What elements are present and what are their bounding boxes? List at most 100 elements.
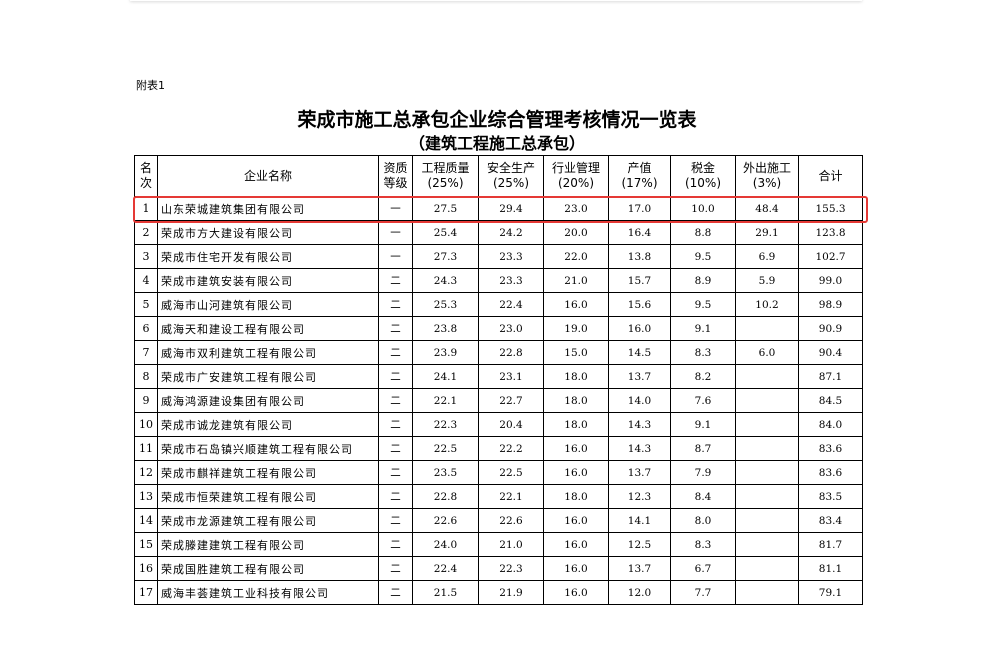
header-text: 税金: [690, 161, 715, 175]
cell-qualification-grade: 二: [378, 436, 413, 461]
cell-rank: 13: [134, 484, 158, 509]
cell-quality: 23.9: [412, 340, 479, 365]
cell-company-name: 威海市双利建筑工程有限公司: [157, 340, 379, 365]
header-text: 外出施工: [742, 161, 791, 175]
cell-rank: 1: [134, 196, 158, 221]
header-text: 安全生产: [486, 161, 535, 175]
cell-quality: 21.5: [412, 580, 479, 605]
cell-total: 90.4: [798, 340, 863, 365]
cell-safety: 20.4: [478, 412, 544, 437]
cell-external-construction: [735, 508, 799, 533]
cell-management: 16.0: [543, 556, 609, 581]
cell-external-construction: [735, 412, 799, 437]
cell-management: 16.0: [543, 508, 609, 533]
cell-quality: 24.1: [412, 364, 479, 389]
cell-rank: 2: [134, 220, 158, 245]
cell-output-value: 14.1: [608, 508, 671, 533]
cell-external-construction: 6.9: [735, 244, 799, 269]
cell-tax: 7.6: [670, 388, 736, 413]
cell-safety: 22.2: [478, 436, 544, 461]
cell-qualification-grade: 一: [378, 220, 413, 245]
cell-company-name: 荣成市石岛镇兴顺建筑工程有限公司: [157, 436, 379, 461]
header-text: 名: [139, 161, 152, 175]
cell-management: 20.0: [543, 220, 609, 245]
cell-tax: 9.5: [670, 244, 736, 269]
cell-tax: 8.2: [670, 364, 736, 389]
cell-qualification-grade: 二: [378, 412, 413, 437]
cell-output-value: 16.4: [608, 220, 671, 245]
cell-management: 18.0: [543, 388, 609, 413]
cell-company-name: 荣成市广安建筑工程有限公司: [157, 364, 379, 389]
table-row: 11 荣成市石岛镇兴顺建筑工程有限公司二 22.5 22.2 16.0 14.3 8.7 83…: [134, 436, 863, 461]
table-row: 13 荣成市恒荣建筑工程有限公司二 22.8 22.1 18.0 12.3 8.4 83.5: [134, 484, 863, 509]
cell-tax: 8.3: [670, 532, 736, 557]
cell-tax: 9.1: [670, 412, 736, 437]
cell-quality: 24.3: [412, 268, 479, 293]
cell-external-construction: [735, 364, 799, 389]
cell-qualification-grade: 二: [378, 556, 413, 581]
cell-qualification-grade: 二: [378, 364, 413, 389]
cell-company-name: 荣成市恒荣建筑工程有限公司: [157, 484, 379, 509]
cell-company-name: 荣成市麒祥建筑工程有限公司: [157, 460, 379, 485]
cell-output-value: 15.6: [608, 292, 671, 317]
header-quality: 工程质量 (25%): [412, 155, 479, 197]
header-text: 次: [139, 176, 152, 190]
table-header-row: 名次企业名称 资质 等级 工程质量 (25%) 安全生产 (25%) 行业管理 (20%) 产值(…: [134, 155, 863, 197]
table-row: 1 山东荣城建筑集团有限公司一 27.5 29.4 23.0 17.0 10.0 48.4 15…: [134, 196, 863, 221]
cell-tax: 8.7: [670, 436, 736, 461]
cell-output-value: 16.0: [608, 316, 671, 341]
cell-external-construction: [735, 556, 799, 581]
cell-total: 83.6: [798, 436, 863, 461]
cell-total: 99.0: [798, 268, 863, 293]
cell-safety: 23.3: [478, 244, 544, 269]
cell-output-value: 13.8: [608, 244, 671, 269]
cell-rank: 10: [134, 412, 158, 437]
cell-qualification-grade: 二: [378, 580, 413, 605]
cell-total: 81.1: [798, 556, 863, 581]
cell-total: 155.3: [798, 196, 863, 221]
cell-safety: 22.7: [478, 388, 544, 413]
cell-management: 16.0: [543, 460, 609, 485]
cell-total: 84.0: [798, 412, 863, 437]
table-row: 2 荣成市方大建设有限公司一 25.4 24.2 20.0 16.4 8.8 29.1 123.…: [134, 220, 863, 245]
ranking-table: 名次企业名称 资质 等级 工程质量 (25%) 安全生产 (25%) 行业管理 (20%) 产值(…: [134, 155, 863, 605]
cell-tax: 8.9: [670, 268, 736, 293]
cell-company-name: 威海市山河建筑有限公司: [157, 292, 379, 317]
cell-rank: 11: [134, 436, 158, 461]
cell-tax: 6.7: [670, 556, 736, 581]
header-text: 资质: [383, 161, 408, 175]
cell-company-name: 威海天和建设工程有限公司: [157, 316, 379, 341]
cell-quality: 22.1: [412, 388, 479, 413]
cell-rank: 12: [134, 460, 158, 485]
cell-safety: 22.3: [478, 556, 544, 581]
cell-management: 16.0: [543, 580, 609, 605]
table-row: 10 荣成市诚龙建筑有限公司二 22.3 20.4 18.0 14.3 9.1 84.0: [134, 412, 863, 437]
header-rank: 名次: [134, 155, 158, 197]
annex-label: 附表1: [136, 79, 165, 92]
table-row: 7 威海市双利建筑工程有限公司二 23.9 22.8 15.0 14.5 8.3 6.0 90.…: [134, 340, 863, 365]
cell-output-value: 12.3: [608, 484, 671, 509]
cell-safety: 24.2: [478, 220, 544, 245]
cell-tax: 9.1: [670, 316, 736, 341]
cell-safety: 23.1: [478, 364, 544, 389]
cell-management: 19.0: [543, 316, 609, 341]
cell-company-name: 荣成市龙源建筑工程有限公司: [157, 508, 379, 533]
cell-tax: 10.0: [670, 196, 736, 221]
cell-qualification-grade: 一: [378, 196, 413, 221]
cell-management: 23.0: [543, 196, 609, 221]
header-text: 企业名称: [243, 168, 292, 183]
cell-management: 16.0: [543, 532, 609, 557]
cell-company-name: 荣成市方大建设有限公司: [157, 220, 379, 245]
header-management: 行业管理 (20%): [543, 155, 609, 197]
header-text: 合计: [818, 168, 843, 183]
cell-external-construction: [735, 460, 799, 485]
cell-tax: 8.4: [670, 484, 736, 509]
cell-qualification-grade: 二: [378, 508, 413, 533]
cell-tax: 9.5: [670, 292, 736, 317]
cell-output-value: 12.0: [608, 580, 671, 605]
table-row: 12 荣成市麒祥建筑工程有限公司二 23.5 22.5 16.0 13.7 7.9 83.6: [134, 460, 863, 485]
cell-quality: 27.5: [412, 196, 479, 221]
cell-output-value: 14.0: [608, 388, 671, 413]
cell-qualification-grade: 二: [378, 460, 413, 485]
cell-external-construction: [735, 436, 799, 461]
